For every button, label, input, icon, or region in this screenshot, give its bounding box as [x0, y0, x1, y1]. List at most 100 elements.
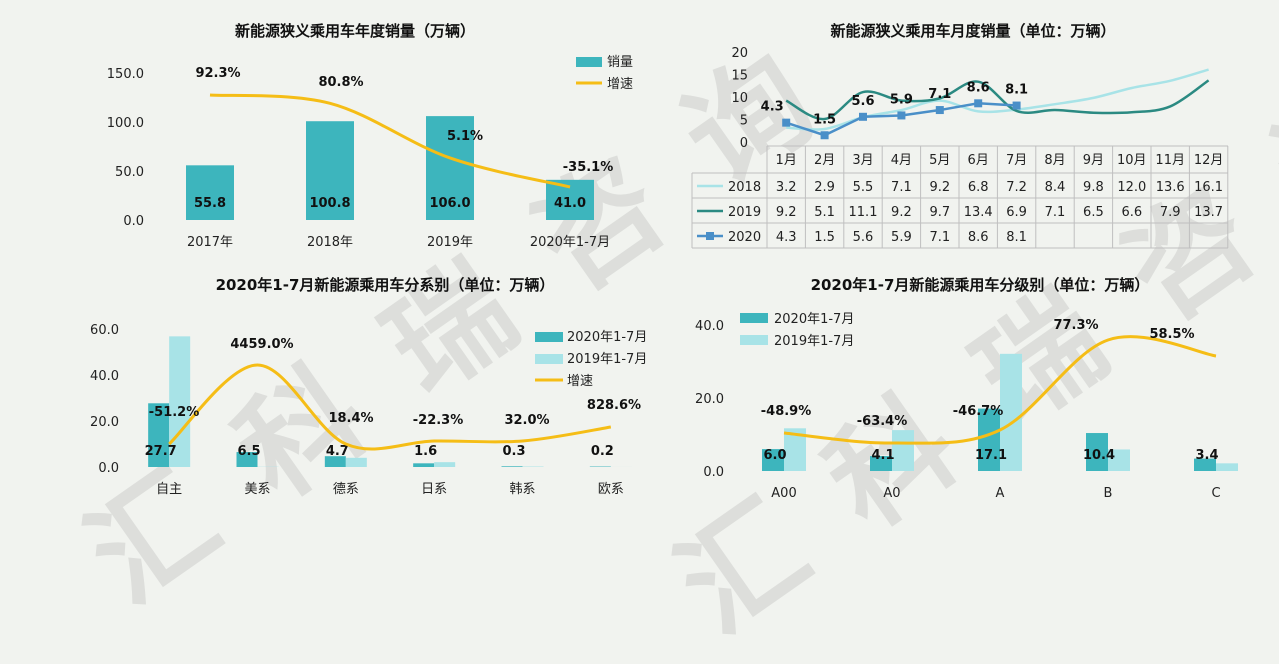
- y-tick-label: 20.0: [695, 392, 724, 407]
- legend-label-previous: 2019年1-7月: [774, 334, 854, 349]
- bar-value-label: 55.8: [194, 196, 226, 211]
- x-tick-label: 德系: [333, 482, 359, 497]
- x-tick-label: 自主: [156, 482, 182, 497]
- x-tick-label: 5月: [929, 153, 950, 168]
- bar-previous: [1216, 463, 1238, 471]
- x-tick-label: 2017年: [187, 235, 233, 250]
- series-marker: [859, 113, 867, 121]
- growth-label: -51.2%: [149, 405, 200, 420]
- bar-value-label: 100.8: [309, 196, 350, 211]
- growth-label: 5.1%: [447, 129, 483, 144]
- y-tick-label: 40.0: [90, 369, 119, 384]
- table-cell: 9.2: [776, 205, 797, 220]
- table-legend-marker: [706, 232, 714, 240]
- growth-label: 4459.0%: [230, 337, 293, 352]
- y-tick-label: 40.0: [695, 319, 724, 334]
- legend-label-growth: 增速: [567, 374, 593, 389]
- table-cell: 5.9: [891, 230, 912, 245]
- table-cell: 11.1: [849, 205, 878, 220]
- bar-value-label: 4.1: [871, 448, 894, 463]
- table-cell: 3.2: [776, 180, 797, 195]
- growth-label: 828.6%: [587, 398, 641, 413]
- growth-label: -35.1%: [563, 160, 614, 175]
- x-tick-label: C: [1211, 486, 1220, 501]
- table-cell: 4.3: [776, 230, 797, 245]
- legend-label-sales: 销量: [607, 55, 633, 70]
- bar-value-label: 6.0: [763, 448, 786, 463]
- legend-label-previous: 2019年1-7月: [567, 352, 647, 367]
- table-cell: 8.1: [1006, 230, 1027, 245]
- x-tick-label: 11月: [1155, 153, 1185, 168]
- chart-level: 2020年1-7月新能源乘用车分级别（单位：万辆） 0.0 20.0 40.0 6.0 A…: [660, 262, 1279, 552]
- bar-value-label: 1.6: [414, 444, 437, 459]
- bar-value-label: 3.4: [1195, 448, 1218, 463]
- table-cell: 6.6: [1121, 205, 1142, 220]
- y-tick-label: 60.0: [90, 323, 119, 338]
- point-label: 5.9: [890, 92, 913, 107]
- x-tick-label: 2018年: [307, 235, 353, 250]
- point-label: 8.6: [967, 80, 990, 95]
- bar-value-label: 27.7: [145, 444, 177, 459]
- table-cell: 2.9: [814, 180, 835, 195]
- y-tick-label: 0.0: [123, 214, 144, 229]
- chart-annual: 新能源狭义乘用车年度销量（万辆）0.050.0100.0150.055.8201…: [0, 0, 640, 262]
- legend-swatch-sales: [576, 57, 602, 67]
- x-tick-label: 1月: [776, 153, 797, 168]
- table-cell: 7.1: [929, 230, 950, 245]
- chart-title: 2020年1-7月新能源乘用车分系别（单位：万辆）: [216, 276, 555, 294]
- table-series-label: 2020: [728, 230, 761, 245]
- y-tick-label: 0.0: [98, 461, 119, 476]
- x-tick-label: 9月: [1083, 153, 1104, 168]
- table-cell: 8.4: [1045, 180, 1066, 195]
- legend-swatch-previous: [740, 335, 768, 345]
- x-tick-label: 12月: [1194, 153, 1224, 168]
- growth-label: 18.4%: [328, 411, 373, 426]
- series-marker: [1013, 102, 1021, 110]
- growth-label: 32.0%: [504, 413, 549, 428]
- x-tick-label: A00: [771, 486, 796, 501]
- x-tick-label: 2020年1-7月: [530, 235, 610, 250]
- x-tick-label: 美系: [244, 482, 270, 497]
- table-cell: 7.1: [891, 180, 912, 195]
- y-tick-label: 0.0: [703, 465, 724, 480]
- y-tick-label: 150.0: [107, 67, 144, 82]
- table-cell: 5.6: [853, 230, 874, 245]
- bar-current: [413, 463, 434, 467]
- x-tick-label: 3月: [852, 153, 873, 168]
- growth-label: 80.8%: [318, 75, 363, 90]
- y-tick-label: 20.0: [90, 415, 119, 430]
- bar-value-label: 4.7: [326, 444, 349, 459]
- table-cell: 9.2: [891, 205, 912, 220]
- x-tick-label: 欧系: [598, 482, 624, 497]
- y-tick-label: 15: [731, 69, 748, 84]
- legend-label-growth: 增速: [607, 77, 633, 92]
- legend-swatch-current: [535, 332, 563, 342]
- y-tick-label: 20: [731, 46, 748, 61]
- table-cell: 13.4: [964, 205, 993, 220]
- bar: [186, 165, 234, 220]
- growth-line: [210, 95, 570, 187]
- table-cell: 9.2: [929, 180, 950, 195]
- y-tick-label: 100.0: [107, 116, 144, 131]
- chart-title: 2020年1-7月新能源乘用车分级别（单位：万辆）: [811, 276, 1150, 294]
- table-cell: 6.9: [1006, 205, 1027, 220]
- x-tick-label: 日系: [421, 482, 447, 497]
- x-tick-label: 韩系: [509, 482, 535, 497]
- point-label: 1.5: [813, 112, 836, 127]
- point-label: 4.3: [761, 100, 784, 115]
- table-series-label: 2018: [728, 180, 761, 195]
- table-cell: 13.6: [1156, 180, 1185, 195]
- bar-value-label: 6.5: [237, 444, 260, 459]
- chart-title: 新能源狭义乘用车月度销量（单位：万辆）: [830, 22, 1115, 40]
- growth-label: -46.7%: [953, 404, 1004, 419]
- x-tick-label: B: [1104, 486, 1113, 501]
- growth-label: 92.3%: [195, 66, 240, 81]
- bar-previous: [434, 462, 455, 467]
- table-series-label: 2019: [728, 205, 761, 220]
- x-tick-label: 6月: [968, 153, 989, 168]
- bar-value-label: 0.2: [591, 444, 614, 459]
- growth-label: 58.5%: [1149, 327, 1194, 342]
- bar-previous: [892, 430, 914, 471]
- bar-value-label: 41.0: [554, 196, 586, 211]
- table-cell: 7.2: [1006, 180, 1027, 195]
